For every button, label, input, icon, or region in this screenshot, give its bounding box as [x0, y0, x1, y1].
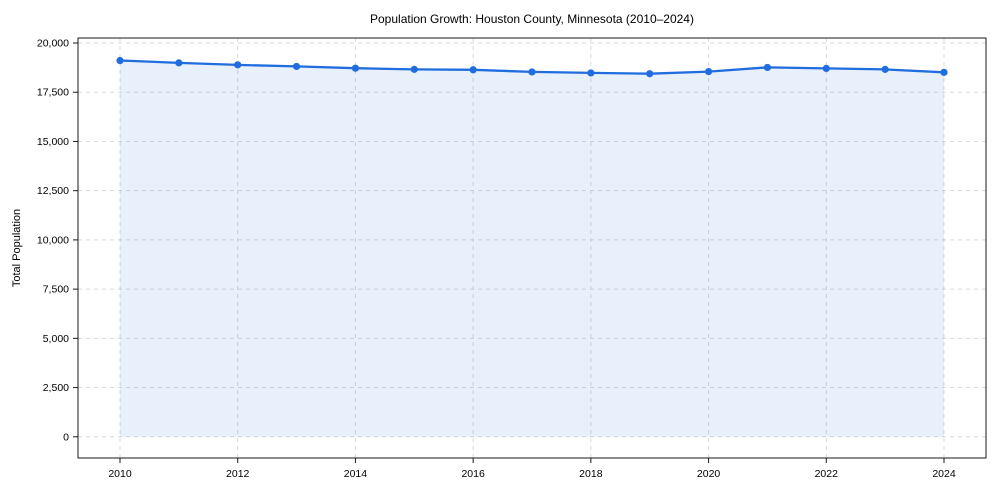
x-tick-label: 2010: [108, 468, 132, 480]
x-tick-label: 2012: [226, 468, 250, 480]
data-point-2020: [704, 67, 713, 76]
plot-border: [77, 37, 987, 459]
data-point-2012: [234, 61, 242, 69]
x-tick-label: 2022: [815, 468, 839, 480]
data-point-2023: [881, 65, 889, 73]
x-tick-label: 2014: [344, 468, 368, 480]
data-point-2013: [292, 62, 301, 71]
x-tick-label: 2024: [932, 468, 956, 480]
data-point-2022: [822, 64, 830, 73]
y-tick-label: 0: [63, 431, 69, 443]
y-tick-label: 10,000: [37, 234, 69, 246]
data-point-2021: [763, 63, 772, 72]
y-tick-label: 17,500: [37, 87, 69, 99]
data-point-2017: [528, 68, 536, 76]
area-fill: [120, 60, 944, 437]
data-point-2024: [940, 68, 948, 76]
y-tick-label: 12,500: [37, 185, 69, 197]
x-tick-label: 2020: [697, 468, 721, 480]
data-point-2010: [116, 56, 124, 65]
data-point-2014: [351, 64, 360, 72]
y-tick-label: 5,000: [43, 333, 69, 345]
data-point-2016: [469, 66, 477, 74]
y-tick-label: 15,000: [37, 136, 69, 148]
x-tick-label: 2016: [461, 468, 485, 480]
y-tick-label: 7,500: [43, 284, 69, 296]
data-point-2011: [175, 59, 183, 67]
chart-title: Population Growth: Houston County, Minne…: [370, 12, 694, 26]
y-tick-label: 20,000: [37, 38, 69, 50]
data-point-2018: [587, 69, 595, 77]
data-point-2019: [646, 70, 654, 78]
x-tick-label: 2018: [579, 468, 603, 480]
data-point-2015: [410, 65, 418, 73]
y-tick-label: 2,500: [43, 382, 69, 394]
